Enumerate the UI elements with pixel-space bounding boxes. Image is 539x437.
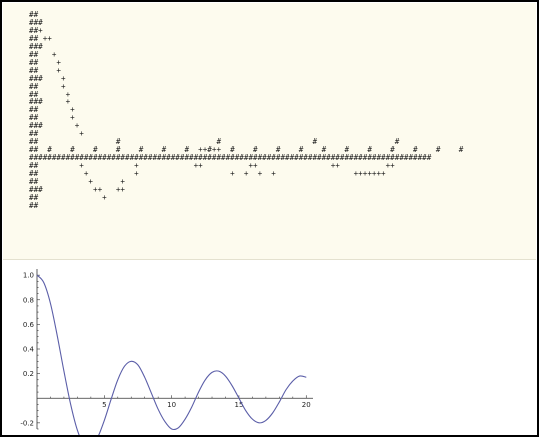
x-tick-label: 20: [302, 401, 311, 409]
y-tick-label: 0.8: [23, 296, 34, 304]
y-tick-label: 0.6: [23, 321, 35, 329]
y-tick-label: 0.4: [23, 346, 35, 354]
x-tick-label: 5: [102, 401, 106, 409]
x-tick-label: 10: [167, 401, 176, 409]
y-tick-label: 0.2: [23, 370, 34, 378]
series-line: [36, 274, 307, 435]
y-tick-label: -0.2: [20, 419, 34, 427]
line-plot: 5 10 15 20 -0.2 0.2 0.4 0.6 0.8 1.0: [20, 269, 313, 435]
ascii-plot-text: ## ### ##+ ## ++ ### ## + ## + ## + ### …: [29, 10, 464, 210]
ascii-plot-output-cell: ## ### ##+ ## ++ ### ## + ## + ## + ### …: [3, 3, 536, 260]
graphics-output-cell: 5 10 15 20 -0.2 0.2 0.4 0.6 0.8 1.0: [3, 261, 536, 435]
y-tick-label: 1.0: [23, 272, 34, 280]
x-tick-label: 15: [234, 401, 243, 409]
